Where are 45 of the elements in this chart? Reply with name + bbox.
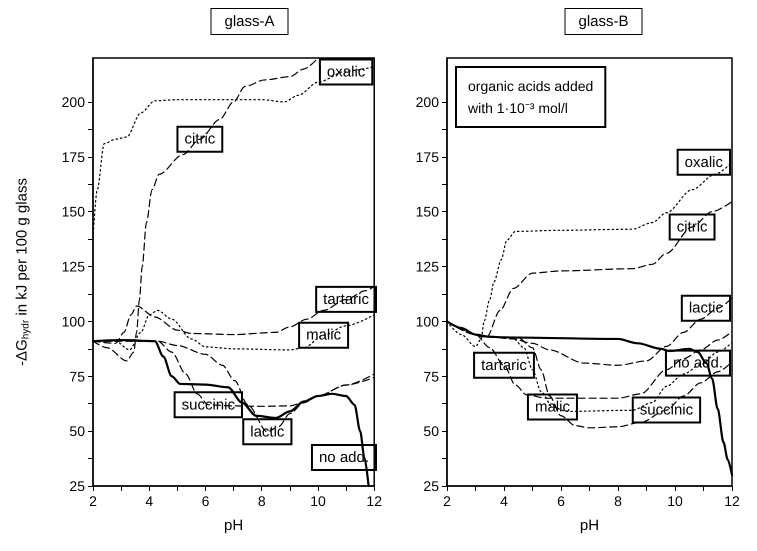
x-tick-label: 8	[614, 493, 622, 509]
x-tick-label: 10	[667, 493, 683, 509]
annotation: lactic	[688, 300, 724, 317]
annotation: tartaric	[481, 356, 528, 374]
x-tick-label: 2	[89, 493, 98, 509]
annotation: citric	[676, 218, 708, 236]
y-tick-label: 75	[423, 368, 440, 384]
y-tick-label: 125	[416, 258, 440, 275]
x-tick-label: 4	[145, 493, 154, 509]
y-tick-label: 175	[416, 148, 440, 165]
y-tick-label: 175	[62, 148, 86, 165]
annotation: lactic	[250, 423, 285, 440]
y-tick-label: 25	[423, 478, 440, 494]
annotation: tartaric	[323, 290, 370, 308]
y-tick-label: 200	[416, 94, 440, 110]
x-axis-title: pH	[224, 517, 244, 534]
annotation: succinic	[640, 402, 694, 419]
y-tick-label: 150	[416, 204, 440, 220]
annotation: succinic	[182, 396, 236, 414]
x-tick-label: 12	[724, 493, 740, 509]
y-tick-label: 25	[69, 478, 86, 494]
y-tick-label: 75	[69, 368, 86, 384]
x-tick-label: 6	[202, 493, 210, 509]
x-tick-label: 10	[310, 493, 326, 509]
chart-title: glass-B	[578, 13, 629, 30]
x-tick-label: 6	[557, 493, 566, 509]
x-tick-label: 12	[366, 493, 382, 509]
x-tick-label: 4	[500, 493, 508, 509]
chart-title: glass-A	[224, 13, 275, 30]
annotation: oxalic	[326, 64, 366, 80]
y-tick-label: 50	[423, 423, 440, 440]
x-axis-title: pH	[580, 517, 600, 534]
y-tick-label: 100	[416, 313, 440, 330]
annotation: oxalic	[684, 154, 724, 171]
y-tick-label: 150	[62, 204, 86, 220]
y-tick-label: 50	[69, 423, 86, 440]
x-tick-label: 2	[443, 493, 452, 509]
y-tick-label: 100	[62, 313, 86, 330]
x-tick-label: 8	[258, 493, 266, 509]
y-tick-label: 200	[62, 94, 86, 110]
annotation: malic	[306, 326, 342, 344]
y-tick-label: 125	[62, 258, 86, 275]
annotation: organic acids added with 1·10⁻³ mol/l	[467, 78, 594, 116]
y-axis-title: -ΔGhydr in kJ per 100 g glass	[14, 178, 32, 366]
annotation: citric	[184, 130, 216, 148]
